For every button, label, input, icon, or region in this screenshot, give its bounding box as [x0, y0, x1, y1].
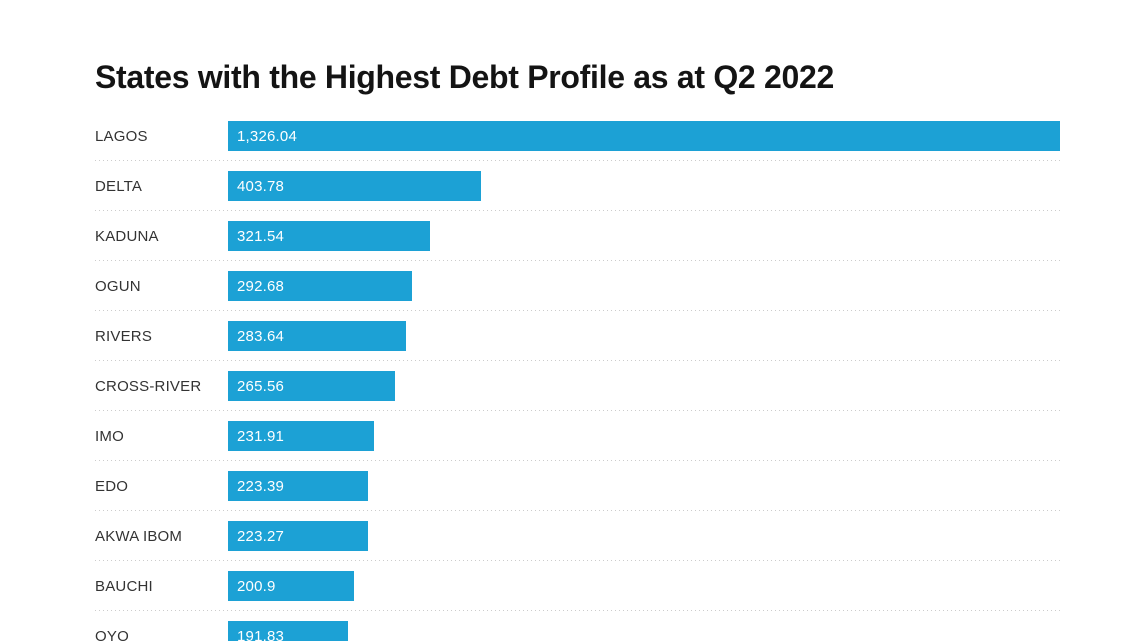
bar-track: 292.68 — [228, 271, 1060, 301]
bar: 283.64 — [228, 321, 406, 351]
bar: 191.83 — [228, 621, 349, 641]
state-label: RIVERS — [95, 327, 153, 345]
chart-row: CROSS-RIVER 265.56 — [95, 361, 1060, 411]
chart-row: EDO 223.39 — [95, 461, 1060, 511]
state-label: IMO — [95, 427, 124, 445]
bar: 223.39 — [228, 471, 369, 501]
bar-track: 321.54 — [228, 221, 1060, 251]
bar-track: 200.9 — [228, 571, 1060, 601]
state-label: OGUN — [95, 277, 141, 295]
chart-row: DELTA 403.78 — [95, 161, 1060, 211]
chart-row: RIVERS 283.64 — [95, 311, 1060, 361]
chart-row: OYO 191.83 — [95, 611, 1060, 641]
bar-value-label: 283.64 — [237, 327, 285, 345]
bar-track: 223.27 — [228, 521, 1060, 551]
bar: 321.54 — [228, 221, 430, 251]
debt-profile-chart: States with the Highest Debt Profile as … — [95, 60, 1060, 641]
chart-row: AKWA IBOM 223.27 — [95, 511, 1060, 561]
bar: 200.9 — [228, 571, 355, 601]
bar-value-label: 321.54 — [237, 227, 285, 245]
bar-value-label: 223.39 — [237, 477, 285, 495]
bar-value-label: 223.27 — [237, 527, 285, 545]
state-label: BAUCHI — [95, 577, 153, 595]
state-label: KADUNA — [95, 227, 159, 245]
bar: 223.27 — [228, 521, 369, 551]
bar-track: 265.56 — [228, 371, 1060, 401]
chart-row: IMO 231.91 — [95, 411, 1060, 461]
bar-value-label: 403.78 — [237, 177, 285, 195]
bar: 403.78 — [228, 171, 482, 201]
bar-track: 283.64 — [228, 321, 1060, 351]
bar-track: 223.39 — [228, 471, 1060, 501]
chart-row: KADUNA 321.54 — [95, 211, 1060, 261]
state-label: OYO — [95, 627, 129, 641]
bar-value-label: 231.91 — [237, 427, 285, 445]
chart-title: States with the Highest Debt Profile as … — [95, 59, 835, 95]
bar-rows: LAGOS 1,326.04 DELTA 403.78 KADUNA 321.5… — [95, 111, 1060, 641]
bar-track: 1,326.04 — [228, 121, 1060, 151]
state-label: LAGOS — [95, 127, 148, 145]
bar-value-label: 200.9 — [237, 577, 276, 595]
bar: 1,326.04 — [228, 121, 1060, 151]
chart-row: OGUN 292.68 — [95, 261, 1060, 311]
state-label: DELTA — [95, 177, 143, 195]
state-label: EDO — [95, 477, 129, 495]
bar-value-label: 1,326.04 — [237, 127, 297, 145]
bar: 231.91 — [228, 421, 374, 451]
chart-row: BAUCHI 200.9 — [95, 561, 1060, 611]
bar-track: 191.83 — [228, 621, 1060, 641]
bar: 292.68 — [228, 271, 412, 301]
chart-row: LAGOS 1,326.04 — [95, 111, 1060, 161]
bar-track: 403.78 — [228, 171, 1060, 201]
bar-value-label: 265.56 — [237, 377, 285, 395]
bar-value-label: 292.68 — [237, 277, 285, 295]
bar-track: 231.91 — [228, 421, 1060, 451]
state-label: AKWA IBOM — [95, 527, 183, 545]
state-label: CROSS-RIVER — [95, 377, 202, 395]
bar-value-label: 191.83 — [237, 627, 285, 641]
bar: 265.56 — [228, 371, 395, 401]
